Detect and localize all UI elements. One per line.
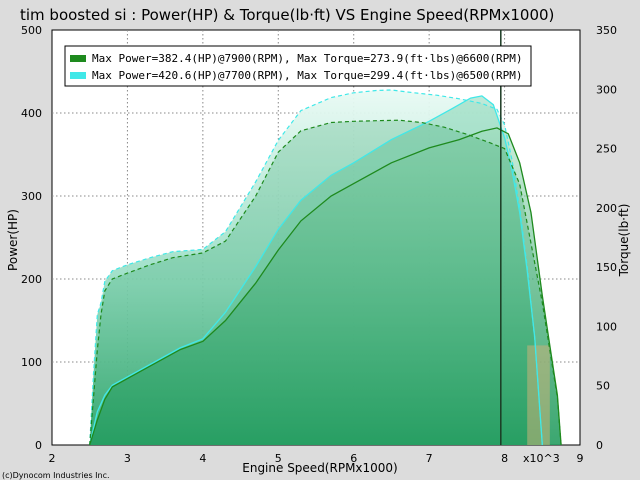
y-left-tick-label-1: 100 — [21, 356, 42, 369]
series-1-power-area — [89, 127, 562, 445]
legend-swatch-series-1 — [70, 55, 86, 62]
curve-lines — [89, 89, 562, 445]
y-right-tick-label-2: 100 — [596, 320, 617, 333]
x-multiplier-label: x10^3 — [523, 452, 560, 465]
x-tick-label-7: 9 — [577, 452, 584, 465]
y-right-tick-label-0: 0 — [596, 439, 603, 452]
y-right-tick-label-4: 200 — [596, 202, 617, 215]
copyright-text: (c)Dynocom Industries Inc. — [2, 471, 110, 480]
y-right-tick-label-3: 150 — [596, 261, 617, 274]
legend-box — [64, 45, 532, 87]
y-left-tick-label-4: 400 — [21, 107, 42, 120]
legend-swatch-series-2 — [70, 72, 86, 79]
x-tick-label-6: 8 — [501, 452, 508, 465]
curve-fills — [89, 90, 562, 445]
legend-entry-series-1: Max Power=382.4(HP)@7900(RPM), Max Torqu… — [92, 52, 522, 65]
series-2-torque-line — [89, 89, 543, 445]
x-tick-label-0: 2 — [49, 452, 56, 465]
y-right-tick-label-6: 300 — [596, 83, 617, 96]
series-1-power-line — [89, 127, 562, 445]
chart-title: tim boosted si : Power(HP) & Torque(lb·f… — [20, 6, 554, 24]
y-left-tick-label-3: 300 — [21, 190, 42, 203]
legend-entry-series-2: Max Power=420.6(HP)@7700(RPM), Max Torqu… — [92, 69, 522, 82]
y-left-tick-label-2: 200 — [21, 273, 42, 286]
y-right-tick-labels: 0 50 100 150 200 250 300 350 — [596, 24, 617, 452]
y-left-tick-labels: 0 100 200 300 400 500 — [21, 24, 42, 452]
x-tick-label-4: 6 — [350, 452, 357, 465]
y-right-tick-label-7: 350 — [596, 24, 617, 37]
x-tick-label-3: 5 — [275, 452, 282, 465]
y-right-axis-label: Torque(lb·ft) — [617, 204, 631, 278]
y-left-tick-label-0: 0 — [35, 439, 42, 452]
y-left-tick-label-5: 500 — [21, 24, 42, 37]
x-tick-labels: 2 3 4 5 6 7 8 9 — [49, 452, 584, 465]
x-tick-label-2: 4 — [199, 452, 206, 465]
series-1-torque-area — [89, 120, 562, 445]
y-right-tick-label-5: 250 — [596, 143, 617, 156]
legend: Max Power=382.4(HP)@7900(RPM), Max Torqu… — [64, 45, 532, 87]
y-right-tick-label-1: 50 — [596, 380, 610, 393]
y-left-axis-label: Power(HP) — [6, 209, 20, 271]
x-tick-label-5: 7 — [426, 452, 433, 465]
x-tick-label-1: 3 — [124, 452, 131, 465]
x-axis-label: Engine Speed(RPMx1000) — [242, 461, 398, 475]
